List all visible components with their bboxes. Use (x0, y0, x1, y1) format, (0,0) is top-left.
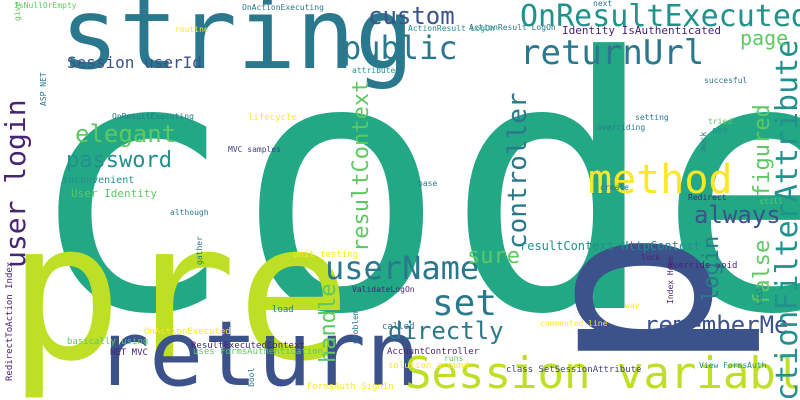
word-succesful: succesful (704, 76, 748, 85)
word-next: next (593, 0, 613, 8)
word-unit-testing: unit testing (293, 250, 359, 260)
word-actionresult-logon-2: ActionResult LogOn (408, 24, 495, 33)
word-figured: figured (750, 104, 775, 197)
word-set: set (432, 283, 498, 324)
word-directly: directly (388, 317, 504, 345)
word-page: page (740, 26, 789, 50)
word-override-void: override void (667, 261, 738, 271)
word-mock: mock (699, 131, 708, 151)
word-see: see (712, 126, 729, 136)
word-string: string (60, 0, 415, 92)
word-method: method (588, 157, 733, 203)
word-onresultexecuted: OnResultExecuted (520, 0, 800, 34)
word-redirect: Redirect (688, 193, 727, 202)
word-rememberme: rememberMe (644, 311, 789, 339)
word-session-userid: Session userId (67, 53, 202, 72)
word-basically-using: basically using (67, 337, 149, 347)
word-elegant: elegant (75, 120, 177, 148)
word-overriding: overriding (597, 123, 646, 132)
word-lifecycle: lifecycle (248, 113, 297, 123)
word-view-formsauth: View FormsAuth (699, 361, 767, 370)
word-still: still (759, 197, 784, 206)
word-asp-net: ASP NET (39, 72, 48, 106)
word-resultcontext: resultContext (349, 79, 374, 252)
word-password: password (66, 148, 172, 173)
word-pre: pre (8, 182, 352, 400)
word-isnullorempty: IsNullOrEmpty (14, 1, 77, 10)
word-mvc-samples: MVC samples (228, 145, 281, 154)
word-session-variable: Session variable (405, 348, 800, 399)
word-tried: tried (708, 117, 733, 126)
word-problem: problem (351, 310, 360, 344)
word-onactionexecuted: OnActionExecuted (144, 327, 231, 337)
word-validatelogon: ValidateLogOn (352, 285, 415, 294)
word-runs: runs (444, 354, 464, 363)
word-actionresult-logon: ActionResult LogOn (469, 23, 556, 32)
word-create: create (600, 183, 629, 192)
word-onactionexecuting: OnActionExecuting (242, 3, 324, 12)
word-routine: routine (175, 25, 209, 34)
word-setting: setting (635, 113, 669, 122)
word-returnurl: returnUrl (520, 33, 705, 73)
word-bool: bool (247, 367, 256, 387)
word-controller: controller (503, 92, 533, 249)
word-net-mvc: NET MVC (110, 348, 148, 358)
word-called: called (382, 322, 415, 332)
word-code: code (25, 0, 800, 391)
word-custom: custom (368, 2, 455, 30)
word-onresultexecuting: OnResultExecuting (112, 112, 194, 121)
word-sure: sure (467, 244, 520, 269)
word-inconvenient: inconvenient (62, 175, 135, 186)
word-identity-isauthenticated: Identity IsAuthenticated (562, 24, 721, 37)
word-way: way (625, 301, 640, 310)
word-class-setsessionattribute: class SetSessionAttribute (506, 365, 642, 375)
word-solution-around: solution around (388, 361, 470, 371)
word-resultexecutedcontext: ResultExecutedContext (191, 341, 305, 351)
word-index-home: Index Home (666, 255, 675, 304)
word-give: give (13, 1, 22, 21)
word-accountcontroller: AccountController (387, 347, 480, 357)
word-actionfilterattribute: ActionFilterAttribute (770, 39, 800, 400)
word-last: last (755, 286, 764, 306)
word-user-login: user login (0, 99, 32, 268)
word-redirecttoaction-index: RedirectToAction Index (5, 261, 15, 381)
word-uses-formsauthentication: uses FormsAuthentication (193, 347, 324, 357)
word-return: return (95, 302, 421, 400)
word-although: although (170, 208, 209, 217)
word-resultcontext-httpcontext: resultContext HttpContext (520, 239, 701, 253)
word-gather: gather (195, 236, 204, 265)
word-username: userName (325, 249, 480, 287)
word-luck: luck (641, 253, 661, 262)
word-attribute: attribute (352, 66, 396, 75)
word-formsauth-signin: FormsAuth SignIn (307, 382, 394, 392)
word-base: base (418, 179, 438, 188)
word-public: public (342, 29, 458, 67)
word-load: load (272, 305, 294, 315)
word-commented-line: commented line (540, 319, 608, 328)
word-user-identity: User Identity (71, 187, 158, 200)
word-always: always (694, 201, 781, 229)
